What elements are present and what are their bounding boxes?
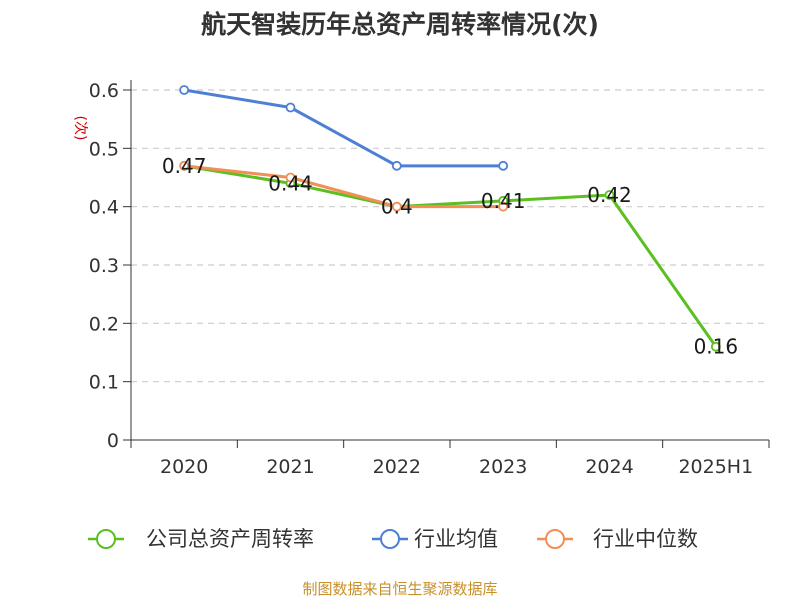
- data-label: 0.16: [694, 335, 739, 359]
- data-label: 0.44: [268, 171, 313, 195]
- series-line: [183, 164, 718, 348]
- data-point: [710, 341, 721, 352]
- gridlines: [131, 89, 769, 383]
- y-tick-labels: 0 0.1 0.2 0.3 0.4 0.5 0.6: [89, 80, 119, 452]
- data-point: [285, 172, 296, 183]
- series-line: [183, 88, 504, 168]
- y-tick-label: 0.3: [89, 255, 119, 277]
- y-tick-label: 0.2: [89, 313, 119, 335]
- x-tick-labels: 2020 2021 2022 2023 2024 2025H1: [160, 456, 753, 478]
- y-tick-label: 0.4: [89, 197, 119, 219]
- data-point: [391, 160, 402, 171]
- legend-item[interactable]: 公司总资产周转率: [88, 527, 314, 551]
- data-point: [498, 160, 509, 171]
- legend[interactable]: 公司总资产周转率 行业均值 行业中位数: [88, 527, 698, 551]
- x-tick-label: 2021: [266, 456, 314, 478]
- x-tick-label: 2023: [479, 456, 527, 478]
- legend-marker: [545, 529, 565, 549]
- chart-title: 航天智装历年总资产周转率情况(次): [201, 10, 599, 39]
- y-tick-label: 0.5: [89, 138, 119, 160]
- legend-item[interactable]: 行业中位数: [537, 527, 698, 551]
- data-label: 0.4: [381, 195, 413, 219]
- y-tick-label: 0.1: [89, 372, 119, 394]
- y-tick-label: 0.6: [89, 80, 119, 102]
- y-axis-label: (次): [72, 116, 88, 141]
- x-tick-label: 2020: [160, 456, 208, 478]
- legend-marker: [96, 529, 116, 549]
- data-point: [391, 201, 402, 212]
- y-tick-label: 0: [107, 430, 119, 452]
- data-point: [498, 201, 509, 212]
- data-label: 0.47: [162, 154, 207, 178]
- data-label: 0.42: [587, 183, 632, 207]
- axes: [123, 80, 770, 448]
- data-point: [285, 102, 296, 113]
- series-lines: [179, 85, 721, 352]
- legend-item[interactable]: 行业均值: [372, 527, 498, 551]
- x-tick-label: 2024: [585, 456, 633, 478]
- legend-label: 行业均值: [414, 527, 498, 551]
- x-tick-label: 2025H1: [678, 456, 753, 478]
- data-labels: 0.47 0.44 0.4 0.41 0.42 0.16: [162, 154, 738, 359]
- legend-marker: [380, 529, 400, 549]
- series-line: [184, 164, 504, 209]
- x-tick-label: 2022: [373, 456, 421, 478]
- data-point: [604, 190, 615, 200]
- legend-label: 行业中位数: [593, 527, 698, 551]
- data-point: [179, 160, 190, 171]
- data-label: 0.41: [481, 189, 526, 213]
- legend-label: 公司总资产周转率: [146, 527, 314, 551]
- data-point: [179, 85, 190, 95]
- source-note: 制图数据来自恒生聚源数据库: [302, 580, 497, 598]
